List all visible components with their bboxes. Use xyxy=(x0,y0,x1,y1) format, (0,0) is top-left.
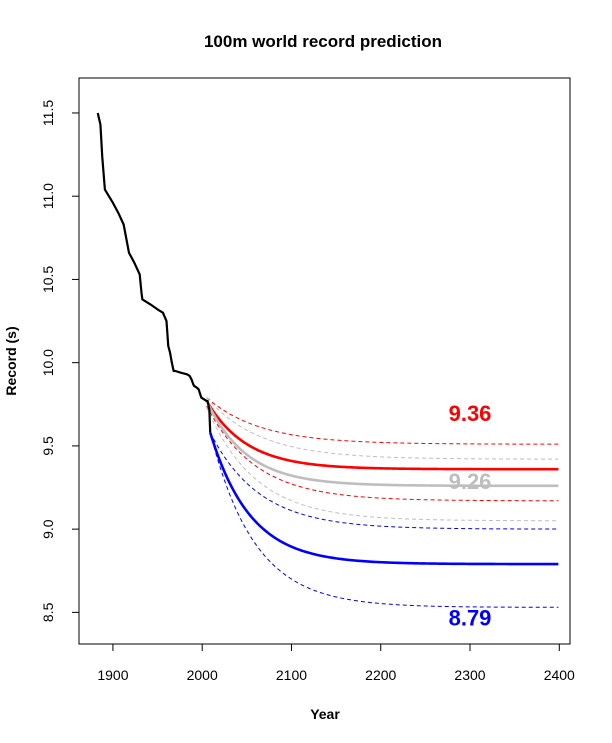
projection-line xyxy=(205,400,559,471)
asymptote-label: 8.79 xyxy=(449,606,492,631)
projection-series xyxy=(205,397,559,522)
lower-bound-line xyxy=(206,407,559,522)
x-tick-label: 2200 xyxy=(365,667,396,683)
y-tick-label: 10.0 xyxy=(40,349,56,376)
projection-series xyxy=(205,397,559,502)
x-tick-label: 1900 xyxy=(97,667,128,683)
lower-bound-line xyxy=(209,432,559,608)
lower-bound-line xyxy=(206,405,559,502)
x-tick-label: 2300 xyxy=(454,667,485,683)
upper-bound-line xyxy=(206,397,559,445)
asymptote-label: 9.26 xyxy=(449,469,492,494)
y-axis: 8.5 9.0 9.5 10.0 10.5 11.0 11.5 xyxy=(40,100,80,622)
value-labels: 9.36 9.26 8.79 xyxy=(449,401,492,631)
upper-bound-line xyxy=(206,397,559,460)
historical-record-line xyxy=(96,112,212,433)
y-tick-label: 10.5 xyxy=(40,266,56,293)
plot-area-frame xyxy=(78,77,571,645)
projection-line xyxy=(208,432,559,566)
y-tick-label: 11.0 xyxy=(40,183,56,209)
projection-series xyxy=(208,432,559,608)
series-layer xyxy=(96,112,559,608)
y-tick-label: 8.5 xyxy=(40,602,56,622)
x-tick-label: 2000 xyxy=(187,667,218,683)
y-tick-label: 9.5 xyxy=(40,436,56,456)
projection-line xyxy=(205,400,559,488)
upper-bound-line xyxy=(209,432,559,530)
y-tick-label: 9.0 xyxy=(40,519,56,539)
x-axis: 1900 2000 2100 2200 2300 2400 xyxy=(97,643,575,683)
x-tick-label: 2100 xyxy=(276,667,307,683)
asymptote-label: 9.36 xyxy=(449,401,492,426)
chart-title: 100m world record prediction xyxy=(204,32,442,51)
y-tick-label: 11.5 xyxy=(40,100,56,126)
y-axis-label: Record (s) xyxy=(3,326,19,395)
x-tick-label: 2400 xyxy=(544,667,575,683)
x-axis-label: Year xyxy=(310,706,340,722)
